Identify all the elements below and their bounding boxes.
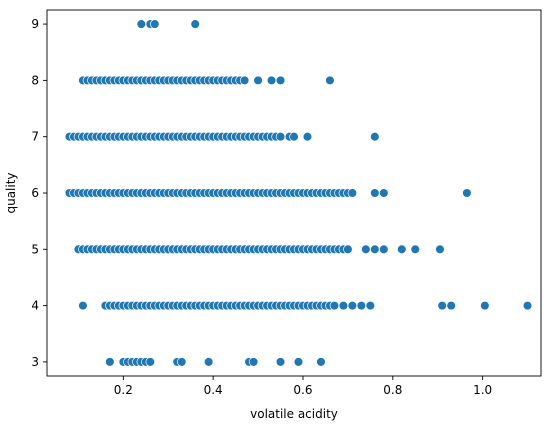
data-point xyxy=(379,244,389,255)
data-point xyxy=(370,188,380,198)
data-point xyxy=(370,244,380,255)
data-point xyxy=(239,75,250,86)
data-point xyxy=(176,357,187,367)
x-tick-label: 0.2 xyxy=(114,383,133,397)
x-tick-label: 0.4 xyxy=(204,383,223,397)
data-point xyxy=(410,244,421,255)
data-point xyxy=(397,244,407,255)
x-tick-label: 0.6 xyxy=(293,383,312,397)
data-point xyxy=(347,300,358,311)
data-point xyxy=(361,244,371,255)
data-point xyxy=(329,300,340,311)
data-point xyxy=(289,131,299,142)
data-point xyxy=(275,357,286,367)
data-point xyxy=(253,75,263,86)
data-point xyxy=(145,357,156,367)
data-point xyxy=(136,19,147,29)
data-point xyxy=(435,244,445,255)
x-tick-label: 1.0 xyxy=(473,383,492,397)
data-point xyxy=(203,357,214,367)
data-point xyxy=(325,75,335,86)
data-point xyxy=(78,300,88,311)
y-tick-label: 5 xyxy=(31,242,39,256)
x-axis-label: volatile acidity xyxy=(250,407,338,421)
y-tick-label: 6 xyxy=(31,186,39,200)
data-point xyxy=(347,188,358,198)
data-point xyxy=(480,300,490,311)
data-point xyxy=(437,300,447,311)
data-point xyxy=(338,300,349,311)
ticks-layer: 0.2 0.4 0.6 0.8 1.0 3 4 5 6 7 8 9 xyxy=(31,17,492,397)
data-point xyxy=(343,244,353,255)
data-point xyxy=(248,357,259,367)
data-point xyxy=(266,75,277,86)
data-point xyxy=(316,357,326,367)
data-point xyxy=(446,300,456,311)
y-axis-label: quality xyxy=(4,172,18,213)
y-tick-label: 3 xyxy=(31,355,39,369)
data-point xyxy=(275,75,286,86)
y-tick-label: 7 xyxy=(31,130,39,144)
y-tick-label: 4 xyxy=(31,299,39,313)
points-layer xyxy=(64,19,533,367)
data-point xyxy=(302,131,313,142)
data-point xyxy=(190,19,200,29)
y-tick-label: 9 xyxy=(31,17,39,31)
data-point xyxy=(370,131,380,142)
data-point xyxy=(462,188,472,198)
data-point xyxy=(379,188,389,198)
x-tick-label: 0.8 xyxy=(383,383,402,397)
data-point xyxy=(522,300,533,311)
data-point xyxy=(365,300,376,311)
y-tick-label: 8 xyxy=(31,73,39,87)
data-point xyxy=(275,131,286,142)
data-point xyxy=(150,19,160,29)
data-point xyxy=(356,300,367,311)
data-point xyxy=(105,357,115,367)
data-point xyxy=(293,357,304,367)
